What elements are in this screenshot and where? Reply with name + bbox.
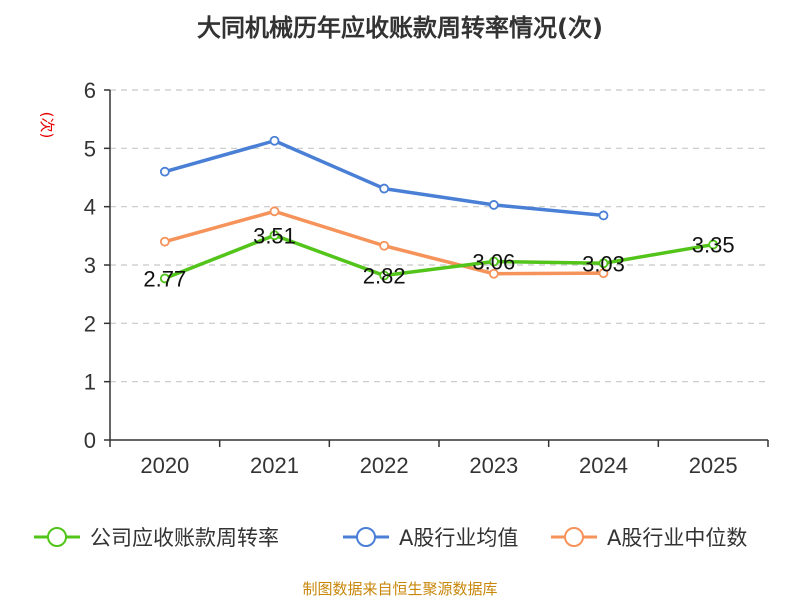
data-point	[159, 273, 170, 284]
x-tick-label: 2021	[250, 453, 299, 478]
data-label: 3.06	[472, 250, 515, 275]
y-tick-labels: 0 1 2 3 4 5 6	[84, 78, 96, 453]
data-point	[159, 236, 170, 247]
y-tick-label: 5	[84, 136, 96, 161]
gridlines	[110, 89, 768, 383]
y-tick-label: 1	[84, 370, 96, 395]
data-point	[488, 256, 499, 267]
y-tick-label: 4	[84, 195, 96, 220]
data-point	[379, 183, 390, 194]
data-point	[488, 200, 499, 210]
data-point	[379, 270, 390, 281]
source-note: 制图数据来自恒生聚源数据库	[302, 580, 497, 598]
axes	[104, 89, 769, 447]
y-tick-label: 3	[84, 253, 96, 278]
legend-label: A股行业中位数	[607, 526, 747, 550]
legend-marker	[356, 527, 376, 547]
data-point	[159, 166, 170, 177]
legend-marker	[47, 527, 67, 547]
series-line-1	[164, 139, 604, 218]
data-point	[488, 268, 499, 279]
legend-label: 公司应收账款周转率	[90, 526, 279, 550]
data-labels: 2.77 3.51 2.82 3.06 3.03 3.35	[143, 223, 734, 291]
y-tick-label: 2	[84, 311, 96, 336]
legend-marker	[564, 527, 584, 547]
data-point	[269, 135, 280, 146]
data-label: 3.35	[692, 233, 735, 258]
x-tick-label: 2024	[579, 453, 628, 478]
series-layer	[159, 135, 719, 284]
x-tick-labels: 2020 2021 2022 2023 2024 2025	[140, 453, 737, 478]
data-point	[598, 258, 609, 269]
data-label: 3.03	[582, 251, 625, 276]
legend-item-0[interactable]: 公司应收账款周转率	[34, 526, 279, 550]
data-label: 3.51	[253, 223, 296, 248]
data-point	[269, 206, 280, 217]
data-point	[708, 239, 719, 250]
chart-title: 大同机械历年应收账款周转率情况(次)	[197, 14, 603, 42]
legend-label: A股行业均值	[399, 526, 518, 550]
y-axis-label: (次)	[38, 112, 56, 139]
x-tick-label: 2022	[360, 453, 409, 478]
data-label: 2.82	[363, 264, 406, 289]
data-point	[269, 230, 280, 241]
x-tick-label: 2020	[140, 453, 189, 478]
x-tick-label: 2025	[689, 453, 738, 478]
y-tick-label: 6	[84, 78, 96, 103]
series-line-0	[164, 233, 714, 281]
data-point	[598, 268, 609, 279]
x-tick-label: 2023	[469, 453, 518, 478]
legend: 公司应收账款周转率 A股行业均值 A股行业中位数	[34, 526, 747, 550]
y-tick-label: 0	[84, 428, 96, 453]
data-point	[379, 240, 390, 251]
legend-item-1[interactable]: A股行业均值	[343, 526, 518, 550]
data-label: 2.77	[143, 266, 186, 291]
data-point	[598, 210, 609, 221]
legend-item-2[interactable]: A股行业中位数	[551, 526, 747, 550]
